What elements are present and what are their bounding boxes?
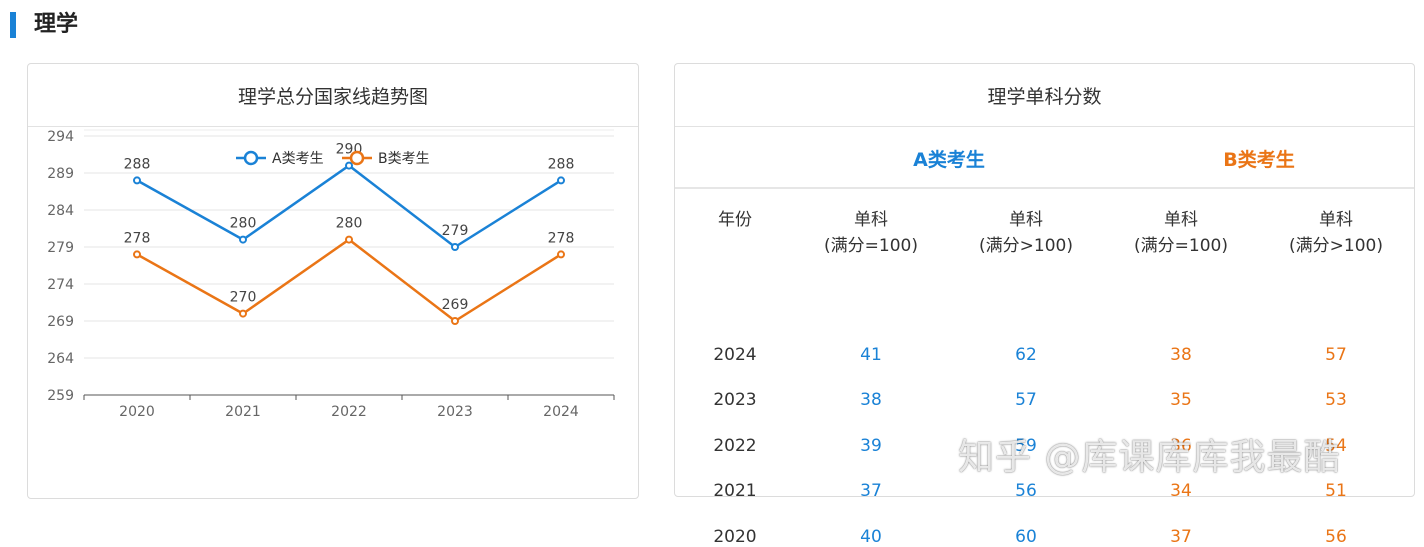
header-a2-line1: 单科 — [1009, 210, 1043, 230]
row-b1: 34 — [1170, 481, 1192, 501]
x-tick-label: 2021 — [225, 404, 261, 420]
line-chart: 259 264 269 274 279 284 289 294 2020 2021 2022 2023… — [47, 129, 615, 420]
header-a-single-100: 单科 (满分=100) — [811, 207, 931, 259]
header-b1-line2: (满分=100) — [1134, 236, 1228, 256]
data-label: 288 — [548, 156, 575, 172]
legend-label: A类考生 — [272, 151, 324, 167]
header-a1-line2: (满分=100) — [824, 236, 918, 256]
header-b-single-over-100: 单科 (满分>100) — [1276, 207, 1396, 259]
y-tick-label: 274 — [47, 277, 74, 293]
data-label: 280 — [336, 216, 363, 232]
row-a2: 62 — [1015, 345, 1037, 365]
row-a1: 37 — [860, 481, 882, 501]
data-point — [133, 176, 141, 185]
row-a1: 40 — [860, 527, 882, 547]
single-subject-card: 理学单科分数 A类考生 B类考生 年份 单科 (满分=100) 单科 (满分>1… — [674, 63, 1415, 547]
row-year: 2022 — [713, 436, 757, 456]
watermark: 知乎 @库课库库我最酷 — [958, 437, 1341, 478]
x-tick-label: 2022 — [331, 404, 367, 420]
group-a-label: A类考生 — [913, 149, 985, 171]
row-b1: 37 — [1170, 527, 1192, 547]
header-b1-line1: 单科 — [1164, 210, 1198, 230]
row-a1: 41 — [860, 345, 882, 365]
row-b2: 56 — [1325, 527, 1347, 547]
group-header-row: A类考生 B类考生 — [675, 127, 1414, 189]
y-tick-label: 269 — [47, 314, 74, 330]
row-a2: 60 — [1015, 527, 1037, 547]
data-point — [345, 235, 353, 244]
data-label: 279 — [442, 223, 469, 239]
data-point — [239, 309, 247, 318]
header-a1-line1: 单科 — [854, 210, 888, 230]
row-b1: 36 — [1170, 436, 1192, 456]
header-a2-line2: (满分>100) — [979, 236, 1073, 256]
data-point — [451, 317, 459, 325]
row-year: 2023 — [713, 390, 757, 410]
legend-marker — [349, 150, 365, 166]
legend-marker — [243, 150, 259, 166]
data-label: 270 — [230, 290, 257, 306]
row-year: 2020 — [713, 527, 757, 547]
y-tick-label: 259 — [47, 388, 74, 404]
x-tick-label: 2020 — [119, 404, 155, 420]
series-line — [136, 238, 562, 323]
group-b-label: B类考生 — [1223, 149, 1295, 171]
data-label: 278 — [124, 230, 151, 246]
y-tick-label: 294 — [47, 129, 74, 145]
row-year: 2021 — [713, 481, 757, 501]
header-year: 年份 — [718, 210, 752, 230]
row-b2: 51 — [1325, 481, 1347, 501]
data-label: 288 — [124, 156, 151, 172]
x-tick-label: 2024 — [543, 404, 579, 420]
series-line — [136, 164, 562, 249]
row-a1: 39 — [860, 436, 882, 456]
trend-chart-card: 理学总分国家线趋势图 259 264 269 274 279 284 289 294 2020 2… — [27, 63, 639, 499]
legend-label: B类考生 — [378, 151, 430, 167]
row-b1: 38 — [1170, 345, 1192, 365]
section-accent-bar — [10, 12, 16, 38]
row-b2: 53 — [1325, 390, 1347, 410]
data-point — [239, 235, 247, 244]
data-point — [345, 161, 353, 170]
y-tick-label: 264 — [47, 351, 74, 367]
y-tick-label: 279 — [47, 240, 74, 256]
y-tick-label: 284 — [47, 203, 74, 219]
data-point — [451, 243, 459, 251]
row-b2: 54 — [1325, 436, 1347, 456]
data-label: 280 — [230, 216, 257, 232]
data-label: 278 — [548, 230, 575, 246]
data-point — [557, 250, 565, 259]
data-label: 269 — [442, 297, 469, 313]
x-tick-label: 2023 — [437, 404, 473, 420]
header-b2-line1: 单科 — [1319, 210, 1353, 230]
data-point — [557, 176, 565, 185]
row-year: 2024 — [713, 345, 757, 365]
chart-card-title: 理学总分国家线趋势图 — [28, 64, 638, 127]
header-a-single-over-100: 单科 (满分>100) — [966, 207, 1086, 259]
table-card-title: 理学单科分数 — [675, 64, 1414, 127]
row-b2: 57 — [1325, 345, 1347, 365]
section-title: 理学 — [34, 12, 79, 37]
header-b-single-100: 单科 (满分=100) — [1121, 207, 1241, 259]
y-tick-label: 289 — [47, 166, 74, 182]
row-a2: 57 — [1015, 390, 1037, 410]
row-a2: 56 — [1015, 481, 1037, 501]
header-b2-line2: (满分>100) — [1289, 236, 1383, 256]
row-a2: 59 — [1015, 436, 1037, 456]
row-a1: 38 — [860, 390, 882, 410]
data-point — [133, 250, 141, 259]
row-b1: 35 — [1170, 390, 1192, 410]
